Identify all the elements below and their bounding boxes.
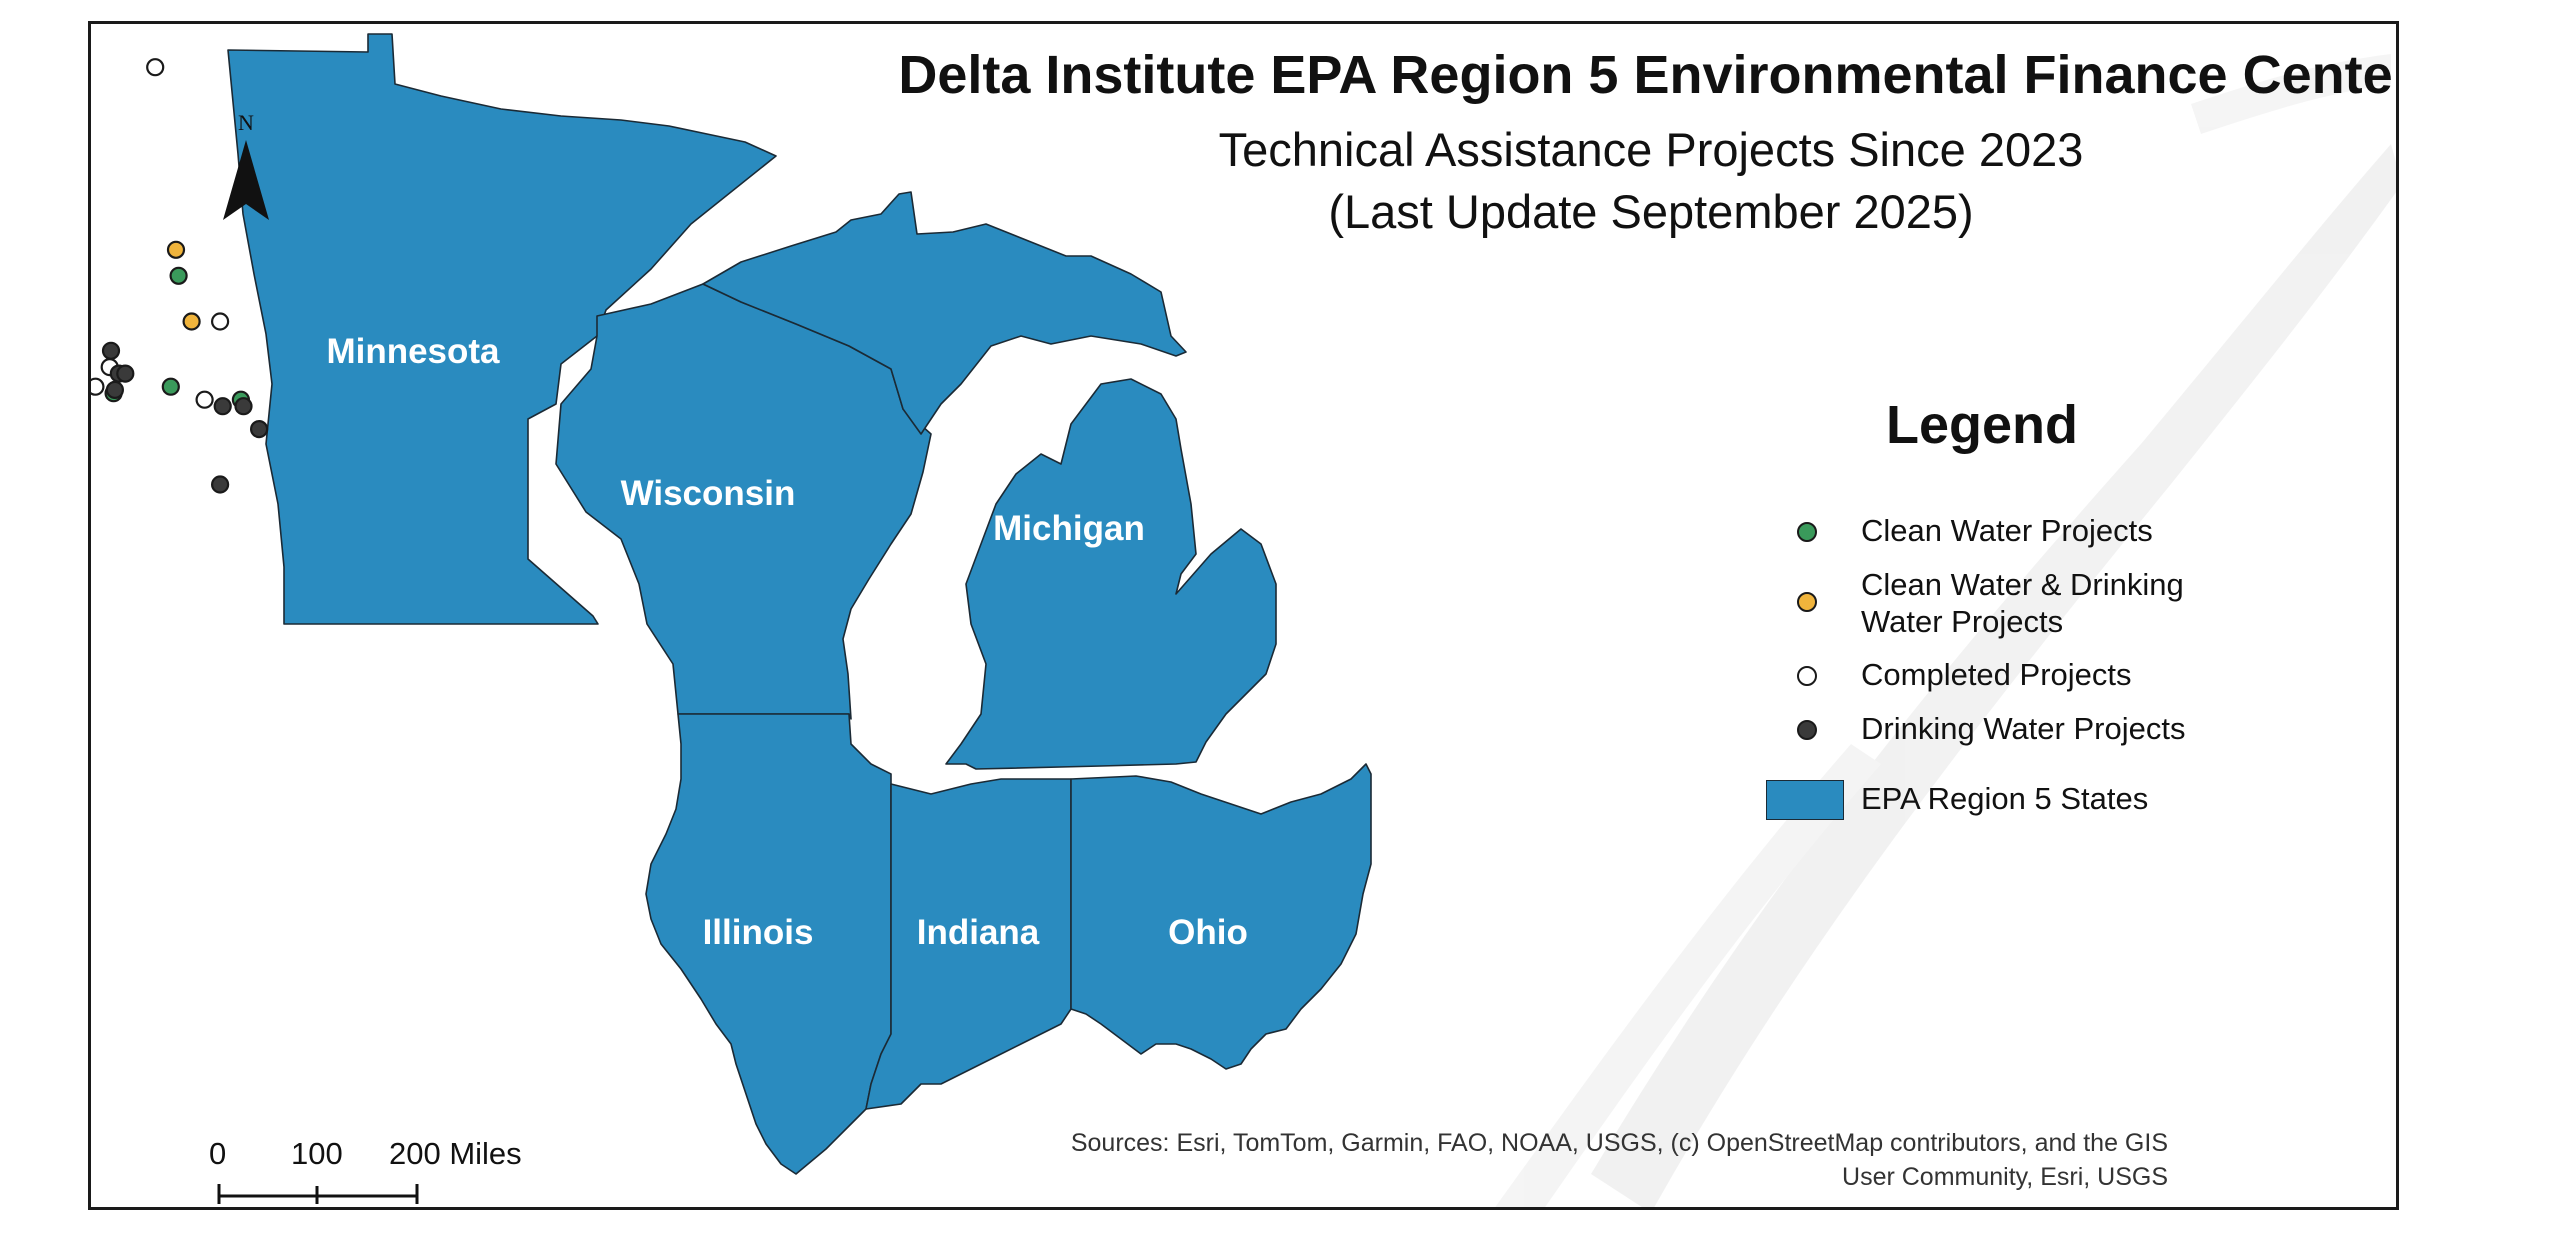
state-ohio[interactable]	[1070, 763, 1372, 1070]
legend-label: Completed Projects	[1861, 657, 2132, 692]
project-point-drinking-water[interactable]	[105, 380, 124, 399]
scale-label-0: 0	[209, 1136, 227, 1171]
legend-label-line1: Clean Water & Drinking	[1861, 567, 2184, 602]
project-point-drinking-water[interactable]	[116, 364, 135, 383]
legend-label: Clean Water Projects	[1861, 513, 2153, 548]
state-michigan-upper[interactable]	[702, 191, 1187, 435]
scale-bar-line	[217, 1184, 419, 1204]
legend-label: Drinking Water Projects	[1861, 711, 2186, 746]
scale-label-100: 100	[291, 1136, 343, 1171]
project-point-completed[interactable]	[146, 58, 165, 77]
state-minnesota[interactable]	[227, 33, 777, 625]
state-label-illinois: Illinois	[703, 913, 814, 952]
legend-label-line2: Water Projects	[1861, 604, 2064, 639]
state-michigan-lower[interactable]	[945, 378, 1277, 770]
project-point-completed[interactable]	[195, 390, 214, 409]
project-point-drinking-water[interactable]	[211, 475, 230, 494]
project-point-clean-water[interactable]	[169, 266, 188, 285]
state-label-ohio: Ohio	[1168, 913, 1248, 952]
project-point-clean-water[interactable]	[161, 377, 180, 396]
project-points-layer	[91, 58, 269, 494]
map-title: Delta Institute EPA Region 5 Environment…	[898, 45, 2399, 105]
project-point-clean-and-drinking[interactable]	[166, 240, 186, 259]
project-point-drinking-water[interactable]	[101, 341, 121, 360]
state-label-wisconsin: Wisconsin	[621, 474, 796, 513]
legend-dot-icon	[1797, 522, 1817, 542]
legend-region-swatch	[1766, 780, 1844, 820]
state-label-minnesota: Minnesota	[326, 332, 500, 371]
map-frame: Minnesota Wisconsin Michigan Illinois In…	[88, 21, 2399, 1210]
basemap-hillshade	[1495, 54, 2396, 1207]
scale-bar: 0 100 200 Miles	[209, 1136, 539, 1206]
map-canvas[interactable]: Minnesota Wisconsin Michigan Illinois In…	[91, 24, 2399, 1210]
legend-dot-icon	[1797, 666, 1817, 686]
map-subtitle: Technical Assistance Projects Since 2023	[1218, 123, 2084, 176]
project-point-drinking-water[interactable]	[250, 420, 269, 439]
scale-label-200: 200 Miles	[389, 1136, 522, 1171]
legend-dot-icon	[1797, 592, 1817, 612]
state-labels: Minnesota Wisconsin Michigan Illinois In…	[326, 332, 1247, 952]
legend-label: EPA Region 5 States	[1861, 781, 2149, 816]
north-letter: N	[238, 110, 254, 135]
state-label-indiana: Indiana	[917, 913, 1040, 952]
legend-title: Legend	[1886, 395, 2079, 455]
map-sources: Sources: Esri, TomTom, Garmin, FAO, NOAA…	[968, 1126, 2168, 1194]
project-point-clean-and-drinking[interactable]	[182, 312, 201, 331]
state-label-michigan: Michigan	[993, 509, 1145, 548]
project-point-drinking-water[interactable]	[213, 397, 232, 416]
map-update-note: (Last Update September 2025)	[1328, 185, 1974, 238]
sources-line2: User Community, Esri, USGS	[1842, 1163, 2168, 1191]
project-point-completed[interactable]	[91, 377, 105, 396]
project-point-drinking-water[interactable]	[234, 397, 253, 416]
project-point-completed[interactable]	[211, 312, 230, 331]
sources-line1: Sources: Esri, TomTom, Garmin, FAO, NOAA…	[1070, 1129, 2168, 1157]
state-indiana[interactable]	[865, 778, 1072, 1110]
region-5-states	[227, 33, 1372, 1175]
north-arrow-icon: N	[223, 110, 269, 220]
legend-dot-icon	[1797, 720, 1817, 740]
